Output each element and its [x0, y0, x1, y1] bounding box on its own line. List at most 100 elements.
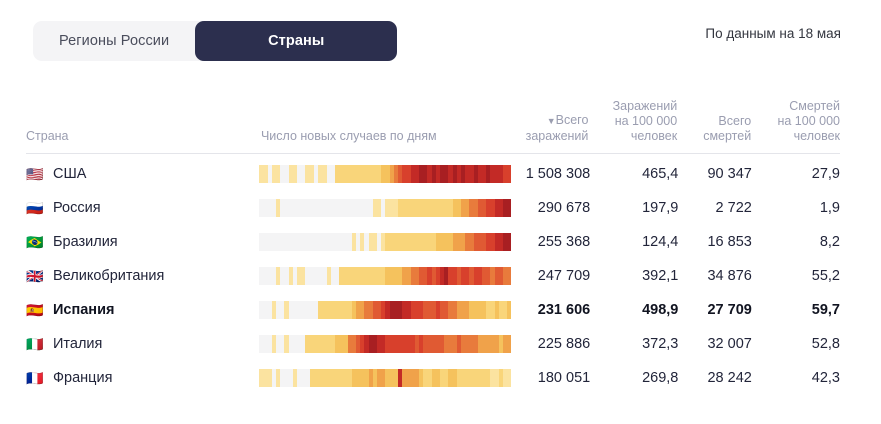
heatmap-cell — [439, 335, 445, 353]
heatmap-cell — [498, 165, 504, 183]
heatmap-cell — [301, 267, 306, 285]
heatmap-cell — [507, 335, 512, 353]
header-country[interactable]: Страна — [26, 129, 69, 143]
daily-cases-heatmap — [259, 369, 512, 387]
daily-cases-sparkline-cell[interactable] — [259, 267, 512, 285]
cell-deaths-per-100k: 27,9 — [811, 166, 840, 182]
heatmap-cell — [402, 335, 407, 353]
daily-cases-sparkline-cell[interactable] — [259, 301, 512, 319]
heatmap-cell — [318, 301, 323, 319]
heatmap-cell — [477, 335, 483, 353]
heatmap-cell — [339, 267, 344, 285]
heatmap-cell — [397, 267, 403, 285]
heatmap-cell — [301, 199, 306, 217]
heatmap-cell — [280, 267, 285, 285]
heatmap-cell — [259, 335, 264, 353]
heatmap-cell — [276, 369, 281, 387]
heatmap-cell — [423, 233, 428, 251]
daily-cases-heatmap — [259, 335, 512, 353]
heatmap-cell — [469, 267, 474, 285]
page-title — [0, 0, 881, 4]
table-row[interactable]: 🇫🇷 Франция 180 051 269,8 28 242 42,3 — [26, 361, 840, 395]
header-total-deaths[interactable]: Всего смертей — [703, 114, 752, 143]
heatmap-cell — [292, 165, 298, 183]
header-deaths-per-100k[interactable]: Смертей на 100 000 человек — [777, 99, 840, 143]
table-row[interactable]: 🇺🇸 США 1 508 308 465,4 90 347 27,9 — [26, 157, 840, 191]
heatmap-cell — [393, 267, 398, 285]
heatmap-cell — [330, 267, 335, 285]
table-row[interactable]: 🇮🇹 Италия 225 886 372,3 32 007 52,8 — [26, 327, 840, 361]
heatmap-cell — [280, 165, 285, 183]
heatmap-cell — [259, 301, 264, 319]
cell-cases-per-100k: 124,4 — [642, 234, 679, 250]
heatmap-cell — [322, 335, 327, 353]
daily-cases-sparkline-cell[interactable] — [259, 165, 512, 183]
heatmap-cell — [503, 267, 508, 285]
daily-cases-sparkline-cell[interactable] — [259, 335, 512, 353]
view-mode-tabs: Регионы России Страны — [33, 21, 398, 61]
heatmap-cell — [465, 267, 470, 285]
daily-cases-sparkline-cell[interactable] — [259, 233, 512, 251]
heatmap-cell — [469, 199, 474, 217]
heatmap-cell — [469, 335, 474, 353]
heatmap-cell — [347, 369, 352, 387]
heatmap-cell — [498, 369, 504, 387]
heatmap-cell — [444, 335, 449, 353]
heatmap-cell — [339, 335, 344, 353]
heatmap-cell — [297, 335, 302, 353]
heatmap-cell — [456, 199, 461, 217]
heatmap-cell — [263, 369, 268, 387]
heatmap-cell — [301, 233, 306, 251]
heatmap-cell — [351, 199, 356, 217]
heatmap-cell — [297, 199, 302, 217]
heatmap-cell — [486, 233, 491, 251]
heatmap-cell — [389, 165, 394, 183]
heatmap-cell — [313, 335, 319, 353]
header-cases-per-100k[interactable]: Заражений на 100 000 человек — [612, 99, 678, 143]
heatmap-cell — [402, 233, 407, 251]
heatmap-cell — [292, 233, 298, 251]
tab-regions-russia-label: Регионы России — [59, 33, 170, 49]
heatmap-cell — [313, 369, 319, 387]
heatmap-cell — [322, 369, 327, 387]
heatmap-cell — [410, 199, 415, 217]
heatmap-cell — [313, 233, 319, 251]
heatmap-cell — [456, 301, 461, 319]
tab-regions-russia[interactable]: Регионы России — [33, 21, 195, 61]
heatmap-cell — [267, 369, 272, 387]
heatmap-cell — [469, 301, 474, 319]
heatmap-cell — [318, 233, 323, 251]
flag-france-icon: 🇫🇷 — [26, 370, 44, 386]
heatmap-cell — [309, 233, 314, 251]
heatmap-cell — [402, 301, 407, 319]
heatmap-cell — [503, 199, 508, 217]
table-row[interactable]: 🇧🇷 Бразилия 255 368 124,4 16 853 8,2 — [26, 225, 840, 259]
heatmap-cell — [461, 165, 466, 183]
table-row[interactable]: 🇬🇧 Великобритания 247 709 392,1 34 876 55,2 — [26, 259, 840, 293]
heatmap-cell — [297, 233, 302, 251]
heatmap-cell — [393, 301, 398, 319]
heatmap-cell — [292, 301, 298, 319]
heatmap-cell — [431, 267, 436, 285]
table-row[interactable]: 🇷🇺 Россия 290 678 197,9 2 722 1,9 — [26, 191, 840, 225]
cell-total-cases: 290 678 — [537, 200, 591, 216]
heatmap-cell — [330, 165, 335, 183]
heatmap-cell — [355, 199, 361, 217]
heatmap-cell — [334, 267, 340, 285]
heatmap-cell — [477, 369, 483, 387]
heatmap-cell — [360, 301, 365, 319]
table-header-row: Страна Число новых случаев по дням ▼Всег… — [26, 96, 840, 154]
daily-cases-sparkline-cell[interactable] — [259, 369, 512, 387]
heatmap-cell — [334, 369, 340, 387]
heatmap-cell — [364, 335, 369, 353]
tab-countries[interactable]: Страны — [195, 21, 398, 61]
heatmap-cell — [334, 233, 340, 251]
heatmap-cell — [309, 267, 314, 285]
heatmap-cell — [402, 165, 407, 183]
country-cell: 🇮🇹 Италия — [26, 336, 259, 352]
daily-cases-sparkline-cell[interactable] — [259, 199, 512, 217]
country-name: Великобритания — [53, 268, 165, 284]
table-row[interactable]: 🇪🇸 Испания 231 606 498,9 27 709 59,7 — [26, 293, 840, 327]
header-total-cases[interactable]: ▼Всего заражений — [509, 113, 589, 144]
heatmap-cell — [343, 165, 348, 183]
